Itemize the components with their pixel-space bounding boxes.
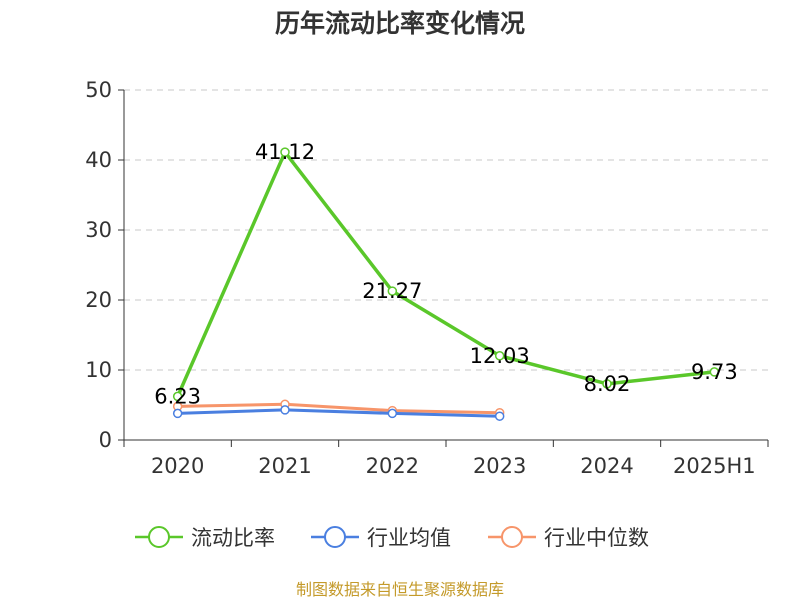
y-tick-label: 40 xyxy=(85,148,112,172)
x-tick-label: 2025H1 xyxy=(673,454,756,478)
data-label: 9.73 xyxy=(691,360,738,384)
y-tick-label: 10 xyxy=(85,358,112,382)
x-tick-label: 2020 xyxy=(151,454,204,478)
chart-title: 历年流动比率变化情况 xyxy=(275,9,525,38)
x-tick-label: 2022 xyxy=(366,454,419,478)
legend-label: 行业均值 xyxy=(367,526,451,550)
data-label: 8.02 xyxy=(584,372,631,396)
legend-item[interactable]: 行业中位数 xyxy=(488,526,649,550)
y-tick-label: 30 xyxy=(85,218,112,242)
legend-item[interactable]: 行业均值 xyxy=(311,526,451,550)
x-tick-label: 2021 xyxy=(258,454,311,478)
data-point xyxy=(387,286,398,296)
legend-marker-icon xyxy=(501,526,523,548)
data-label: 6.23 xyxy=(154,384,201,408)
data-point xyxy=(709,367,720,377)
y-tick-label: 0 xyxy=(99,428,112,452)
data-point xyxy=(280,147,290,157)
data-point xyxy=(172,408,183,419)
x-tick-label: 2023 xyxy=(473,454,526,478)
data-labels: 6.23 41.12 21.27 12.03 8.02 9.73 xyxy=(154,140,737,408)
series-lines xyxy=(172,147,720,421)
legend-marker-icon xyxy=(148,526,170,548)
series-line xyxy=(175,150,717,399)
legend-label: 行业中位数 xyxy=(544,526,649,550)
data-point xyxy=(172,391,183,402)
y-tick-label: 20 xyxy=(85,288,112,312)
data-label: 21.27 xyxy=(362,279,422,303)
data-label: 12.03 xyxy=(470,344,530,368)
data-point xyxy=(387,408,398,419)
legend-label: 流动比率 xyxy=(191,526,275,550)
x-tick-label: 2024 xyxy=(580,454,633,478)
data-point xyxy=(494,351,505,361)
series-line xyxy=(176,408,502,418)
legend[interactable]: 流动比率 行业均值 行业中位数 xyxy=(135,526,649,550)
legend-item[interactable]: 流动比率 xyxy=(135,526,275,550)
data-point xyxy=(494,411,505,421)
data-label: 41.12 xyxy=(255,140,315,164)
y-tick-label: 50 xyxy=(85,78,112,102)
axes: 0 10 20 30 40 50 2020 2021 2022 2023 2024 2025H1 xyxy=(85,78,769,478)
legend-marker-icon xyxy=(324,526,346,548)
data-point xyxy=(602,379,612,389)
source-note: 制图数据来自恒生聚源数据库 xyxy=(296,580,504,599)
grid-lines xyxy=(124,89,768,371)
data-point xyxy=(280,405,290,415)
series-line xyxy=(176,402,502,415)
